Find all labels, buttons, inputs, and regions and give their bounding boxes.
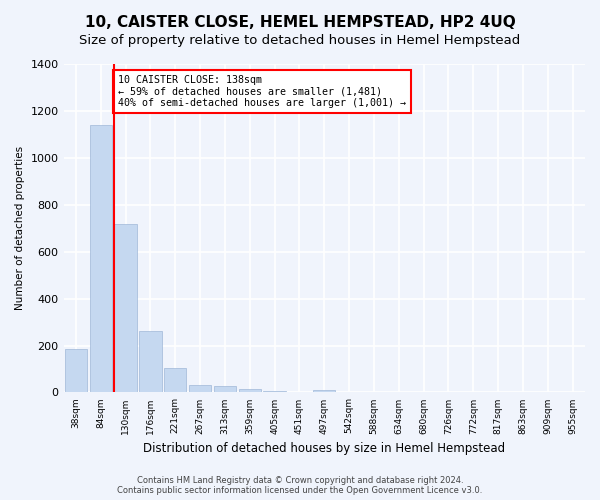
Bar	[65, 349, 87, 393]
X-axis label: Distribution of detached houses by size in Hemel Hempstead: Distribution of detached houses by size …	[143, 442, 505, 455]
Bar	[164, 368, 187, 392]
Text: Contains HM Land Registry data © Crown copyright and database right 2024.
Contai: Contains HM Land Registry data © Crown c…	[118, 476, 482, 495]
Y-axis label: Number of detached properties: Number of detached properties	[15, 146, 25, 310]
Bar	[189, 386, 211, 392]
Bar	[214, 386, 236, 392]
Text: 10, CAISTER CLOSE, HEMEL HEMPSTEAD, HP2 4UQ: 10, CAISTER CLOSE, HEMEL HEMPSTEAD, HP2 …	[85, 15, 515, 30]
Bar	[313, 390, 335, 392]
Bar	[263, 390, 286, 392]
Bar	[139, 332, 161, 392]
Bar	[239, 388, 261, 392]
Bar	[89, 125, 112, 392]
Text: Size of property relative to detached houses in Hemel Hempstead: Size of property relative to detached ho…	[79, 34, 521, 47]
Text: 10 CAISTER CLOSE: 138sqm
← 59% of detached houses are smaller (1,481)
40% of sem: 10 CAISTER CLOSE: 138sqm ← 59% of detach…	[118, 74, 406, 108]
Bar	[115, 224, 137, 392]
